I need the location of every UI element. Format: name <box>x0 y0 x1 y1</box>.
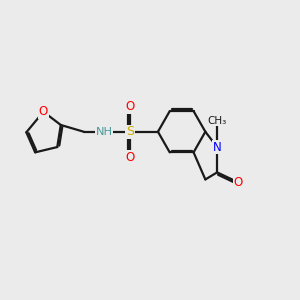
Text: NH: NH <box>96 127 113 137</box>
Text: S: S <box>126 125 134 138</box>
Text: CH₃: CH₃ <box>208 116 227 126</box>
Text: O: O <box>39 105 48 118</box>
Text: O: O <box>125 151 135 164</box>
Text: O: O <box>125 100 135 113</box>
Text: O: O <box>234 176 243 189</box>
Text: N: N <box>213 141 221 154</box>
